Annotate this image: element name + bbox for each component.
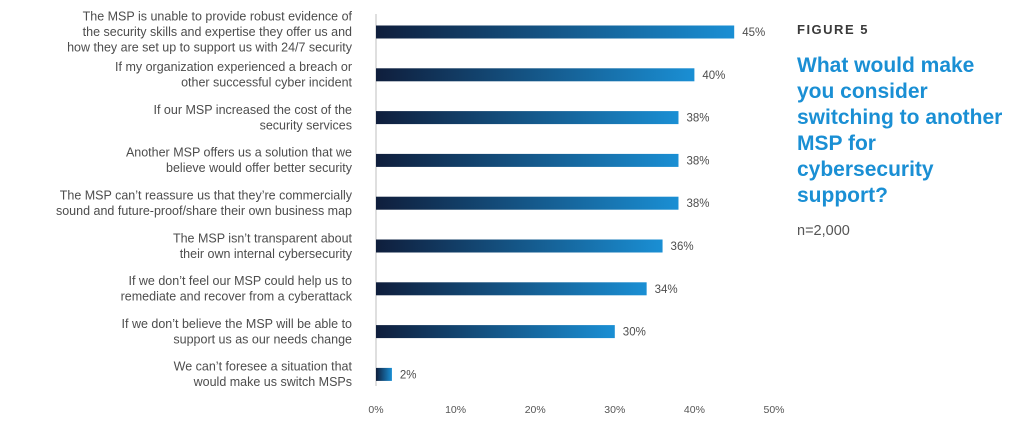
x-tick-label: 0% xyxy=(368,404,383,416)
sample-size: n=2,000 xyxy=(797,223,850,239)
bar-value-label: 38% xyxy=(686,198,709,210)
category-label: If we don’t feel our MSP could help us t… xyxy=(121,274,353,304)
bar xyxy=(376,325,615,339)
category-label: The MSP is unable to provide robust evid… xyxy=(67,10,353,55)
category-label: The MSP can’t reassure us that they’re c… xyxy=(56,188,353,218)
bar-value-label: 34% xyxy=(655,284,678,296)
bar xyxy=(376,239,663,253)
x-tick-label: 10% xyxy=(445,404,466,416)
bar xyxy=(376,196,679,210)
bar-value-label: 2% xyxy=(400,369,417,381)
figure-title: What would make you consider switching t… xyxy=(797,54,1003,207)
x-tick-label: 40% xyxy=(684,404,705,416)
x-tick-label: 50% xyxy=(763,404,784,416)
bar-value-label: 38% xyxy=(686,113,709,125)
category-label: If we don’t believe the MSP will be able… xyxy=(122,317,353,347)
figure-label: FIGURE 5 xyxy=(797,22,869,37)
bar xyxy=(376,282,647,296)
figure-sidebar: FIGURE 5 What would make you consider sw… xyxy=(797,22,1012,239)
category-label: If my organization experienced a breach … xyxy=(115,60,352,90)
bar-value-label: 40% xyxy=(702,70,725,82)
bar xyxy=(376,68,695,82)
bar xyxy=(376,153,679,167)
bar xyxy=(376,111,679,125)
bar xyxy=(376,25,735,39)
category-label: Another MSP offers us a solution that we… xyxy=(126,146,353,176)
category-label: We can’t foresee a situation that would m… xyxy=(174,360,353,390)
bar-chart: 45% 40% 38% 38% 38% 36% 34% 30% 2% The MSP is un… xyxy=(56,10,785,417)
bar xyxy=(376,367,392,381)
bar-value-label: 36% xyxy=(671,241,694,253)
x-tick-label: 30% xyxy=(604,404,625,416)
category-label: If our MSP increased the cost of the secu… xyxy=(154,103,353,133)
category-label: The MSP isn’t transparent about their own… xyxy=(173,231,353,261)
bar-value-label: 38% xyxy=(686,155,709,167)
bar-value-label: 30% xyxy=(623,327,646,339)
bar-value-label: 45% xyxy=(742,27,765,39)
x-tick-label: 20% xyxy=(525,404,546,416)
